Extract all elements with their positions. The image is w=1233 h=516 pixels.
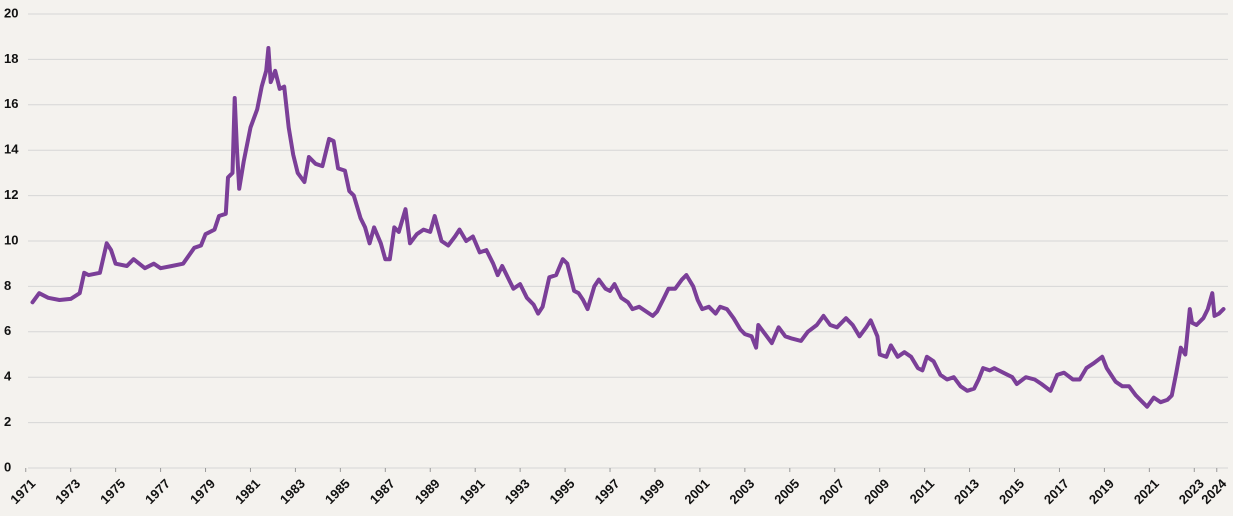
x-tick-label: 2021 xyxy=(1131,476,1162,507)
y-tick-label: 12 xyxy=(4,187,18,202)
x-tick-label: 1985 xyxy=(322,476,353,507)
y-tick-label: 16 xyxy=(4,96,18,111)
x-tick-label: 1987 xyxy=(367,476,398,507)
y-tick-label: 6 xyxy=(4,323,11,338)
x-tick-label: 2005 xyxy=(771,476,802,507)
y-tick-label: 2 xyxy=(4,414,11,429)
x-tick-label: 1981 xyxy=(232,476,263,507)
x-tick-label: 1977 xyxy=(142,476,173,507)
y-tick-label: 8 xyxy=(4,278,11,293)
x-tick-label: 1979 xyxy=(187,476,218,507)
y-tick-label: 20 xyxy=(4,5,18,20)
y-tick-label: 4 xyxy=(4,369,12,384)
x-tick-label: 2019 xyxy=(1086,476,1117,507)
x-tick-label: 2017 xyxy=(1041,476,1072,507)
x-tick-label: 1973 xyxy=(52,476,83,507)
x-tick-label: 1993 xyxy=(502,476,533,507)
x-tick-label: 1989 xyxy=(412,476,443,507)
x-tick-label: 1997 xyxy=(592,476,623,507)
y-tick-label: 14 xyxy=(4,142,19,157)
x-tick-label: 1983 xyxy=(277,476,308,507)
x-tick-label: 1975 xyxy=(97,476,128,507)
x-tick-label: 2011 xyxy=(907,476,938,507)
y-tick-label: 18 xyxy=(4,51,18,66)
x-tick-label: 1999 xyxy=(636,476,667,507)
x-tick-label: 1971 xyxy=(7,476,38,507)
x-tick-label: 2009 xyxy=(861,476,892,507)
x-tick-label: 2013 xyxy=(951,476,982,507)
x-tick-label: 2007 xyxy=(816,476,847,507)
x-tick-label: 2003 xyxy=(726,476,757,507)
x-tick-label: 1991 xyxy=(457,476,488,507)
x-tick-label: 2015 xyxy=(996,476,1027,507)
x-tick-label: 2024 xyxy=(1198,475,1230,507)
line xyxy=(30,46,1226,409)
y-tick-label: 0 xyxy=(4,459,11,474)
y-tick-label: 10 xyxy=(4,232,18,247)
x-tick-label: 1995 xyxy=(547,476,578,507)
x-tick-label: 2001 xyxy=(681,476,712,507)
